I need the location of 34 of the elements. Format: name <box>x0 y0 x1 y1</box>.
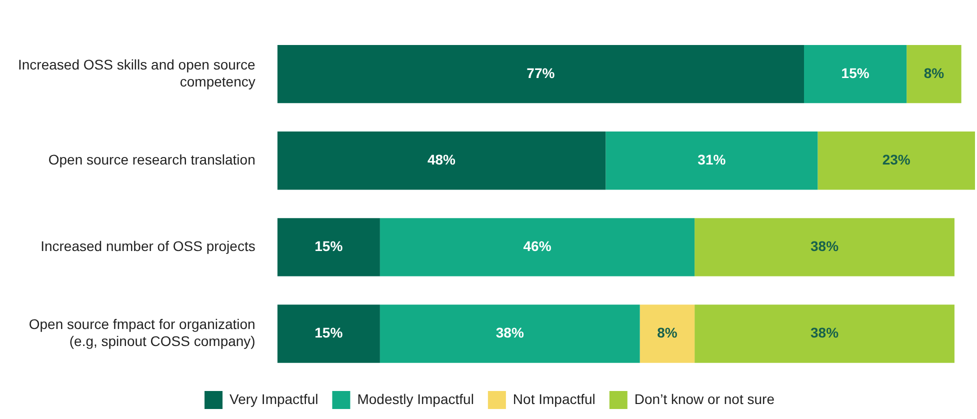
bar <box>818 132 975 190</box>
data-label: 8% <box>924 64 945 81</box>
data-label: 8% <box>657 324 678 341</box>
y-tick-label: Increased number of OSS projects <box>40 238 256 254</box>
bar <box>804 44 907 104</box>
bar <box>906 44 962 104</box>
bar <box>694 304 954 363</box>
bar <box>277 218 380 276</box>
bar <box>277 304 380 363</box>
y-tick-label: Open source research translation <box>48 151 256 168</box>
bar <box>694 218 954 276</box>
data-label: 38% <box>810 324 840 341</box>
legend-label: Very Impactful <box>230 390 318 407</box>
data-label: 46% <box>523 238 552 254</box>
legend-label: Don’t know or not sure <box>634 390 775 407</box>
data-label: 15% <box>314 324 344 341</box>
bar <box>640 304 695 363</box>
y-tick-label: Open source fmpact for organization (e.g, spinout COSS company) <box>28 316 256 349</box>
data-label: 15% <box>841 64 870 81</box>
legend-label: Modestly Impactful <box>357 390 474 407</box>
bar <box>277 132 606 190</box>
data-label: 23% <box>882 151 911 168</box>
data-label: 38% <box>810 238 840 254</box>
bar <box>277 44 804 104</box>
bar <box>380 218 695 276</box>
data-label: 48% <box>427 151 456 168</box>
bar <box>380 304 640 363</box>
data-label: 77% <box>526 64 556 81</box>
legend-label: Not Impactful <box>512 390 596 407</box>
data-label: 15% <box>314 238 344 254</box>
y-tick-label: Increased OSS skills and open source competency <box>18 56 256 90</box>
bar <box>606 132 818 190</box>
data-label: 31% <box>698 151 726 168</box>
data-label: 38% <box>496 324 524 341</box>
